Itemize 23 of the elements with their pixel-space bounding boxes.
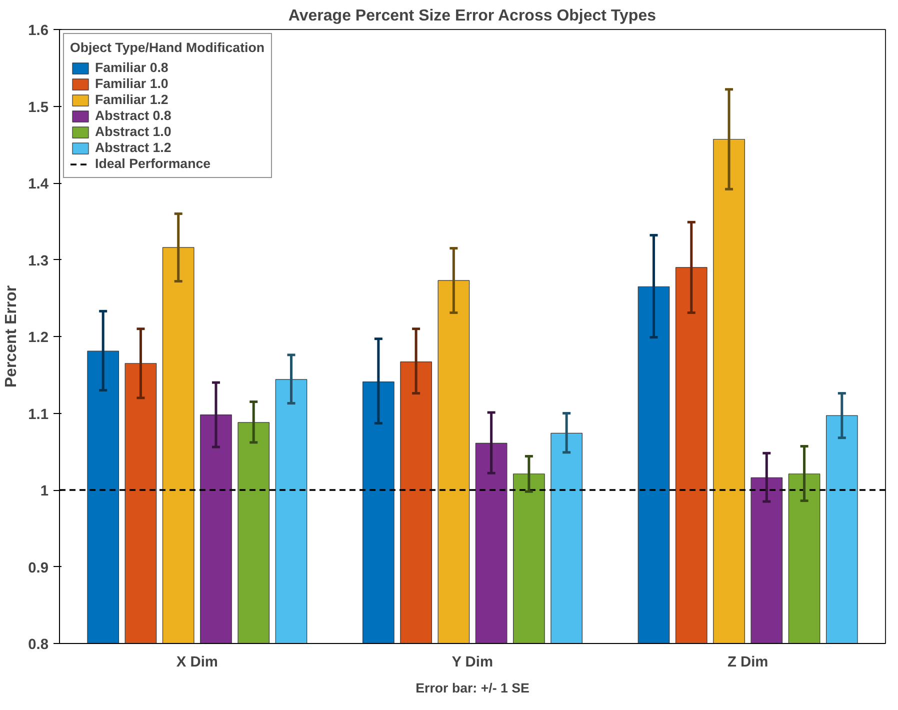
y-tick-label: 0.9 bbox=[28, 560, 48, 576]
legend-label: Abstract 0.8 bbox=[95, 108, 172, 123]
x-tick-label: X Dim bbox=[176, 654, 218, 670]
y-tick-label: 1 bbox=[40, 484, 49, 500]
y-tick-label: 1.4 bbox=[28, 176, 50, 192]
text: Error bar: +/- 1 SE bbox=[416, 680, 530, 696]
y-tick-label: 0.8 bbox=[28, 637, 48, 653]
y-axis-title: Percent Error bbox=[3, 285, 20, 388]
x-tick-label: Y Dim bbox=[452, 654, 494, 670]
legend-label: Familiar 0.8 bbox=[95, 60, 168, 75]
chart-title: Average Percent Size Error Across Object Types bbox=[288, 8, 656, 24]
y-tick-label: 1.1 bbox=[28, 406, 48, 423]
y-tick-label: 1.2 bbox=[28, 330, 48, 346]
legend-label: Abstract 1.2 bbox=[95, 140, 172, 155]
legend-label: Familiar 1.0 bbox=[95, 76, 168, 91]
y-tick-label: 1.3 bbox=[28, 253, 48, 270]
y-tick-label: 1.5 bbox=[28, 100, 48, 116]
legend-label: Familiar 1.2 bbox=[95, 92, 168, 107]
x-tick-label: Z Dim bbox=[727, 654, 768, 670]
y-tick-label: 1.6 bbox=[28, 23, 48, 39]
legend-title: Object Type/Hand Modification bbox=[70, 40, 265, 55]
legend-label: Abstract 1.0 bbox=[95, 124, 172, 139]
legend-label: Ideal Performance bbox=[95, 156, 211, 171]
